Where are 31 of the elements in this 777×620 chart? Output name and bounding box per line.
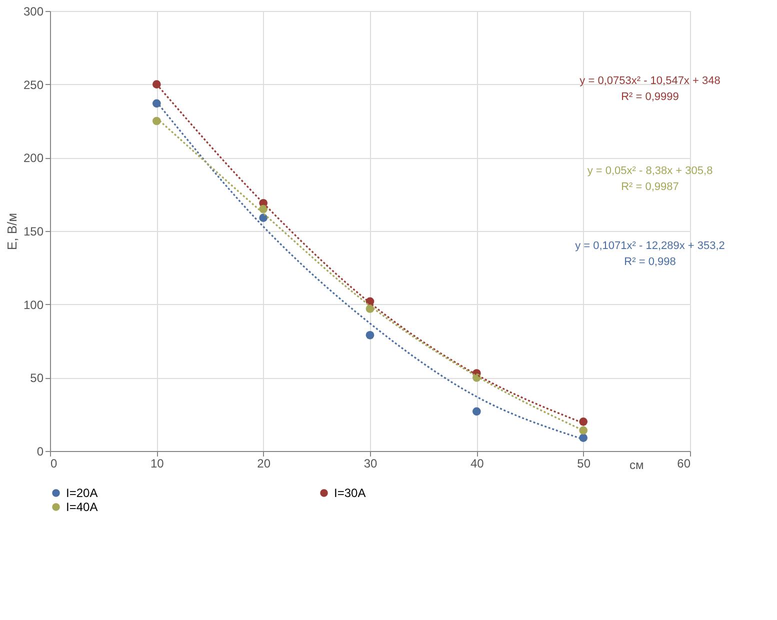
annotation: R² = 0,9999 bbox=[621, 91, 679, 103]
legend-label: I=20A bbox=[66, 486, 98, 500]
annotation: y = 0,1071x² - 12,289x + 353,2 bbox=[575, 240, 725, 252]
point bbox=[579, 417, 588, 426]
x-tick-label: 0 bbox=[50, 456, 58, 470]
y-tick-label: 150 bbox=[23, 224, 44, 238]
annotation: R² = 0,9987 bbox=[621, 181, 679, 193]
x-axis-title: см bbox=[630, 458, 644, 472]
y-tick-label: 200 bbox=[23, 151, 44, 166]
legend-label: I=30A bbox=[334, 486, 366, 500]
legend-label: I=40A bbox=[66, 500, 98, 514]
annotation: y = 0,0753x² - 10,547x + 348 bbox=[580, 75, 720, 87]
point bbox=[259, 214, 268, 222]
x-tick-label: 40 bbox=[470, 456, 484, 470]
y-tick-label: 250 bbox=[23, 78, 44, 92]
annotation: y = 0,05x² - 8,38x + 305,8 bbox=[587, 165, 713, 177]
y-tick-label: 50 bbox=[30, 371, 44, 386]
x-tick-label: 10 bbox=[150, 456, 164, 470]
y-axis-title: E, В/м bbox=[4, 212, 20, 250]
y-tick-label: 300 bbox=[23, 4, 44, 18]
point bbox=[579, 426, 588, 435]
annotation: R² = 0,998 bbox=[624, 256, 676, 268]
x-tick-label: 60 bbox=[677, 456, 691, 470]
x-tick-label: 20 bbox=[257, 456, 271, 470]
point bbox=[472, 407, 481, 416]
point bbox=[152, 80, 161, 89]
y-tick-label: 100 bbox=[23, 298, 44, 312]
y-tick-label: 0 bbox=[36, 444, 44, 458]
point bbox=[366, 330, 374, 340]
x-tick-label: 30 bbox=[364, 456, 378, 470]
x-tick-label: 50 bbox=[577, 456, 591, 470]
